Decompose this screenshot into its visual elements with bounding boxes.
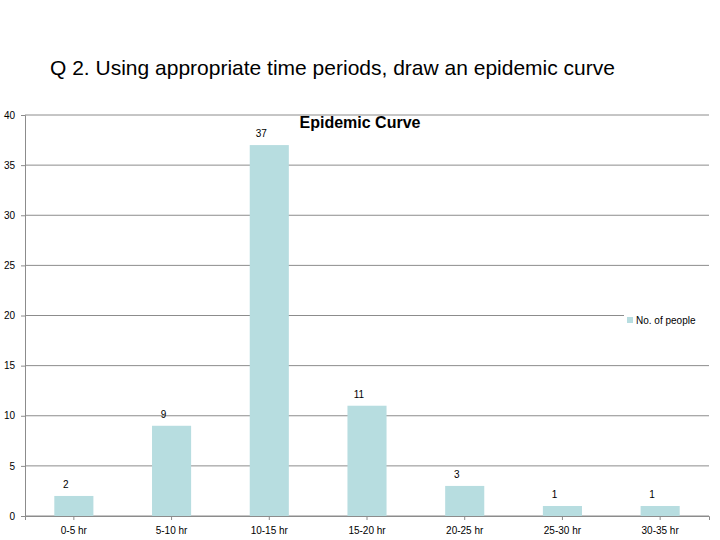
grid (25, 115, 709, 516)
y-tick-mark (21, 466, 25, 467)
y-tick: 35 (4, 160, 25, 171)
x-tick-label: 20-25 hr (446, 525, 484, 536)
y-tick: 25 (4, 260, 25, 271)
data-label: 37 (256, 128, 268, 139)
bar (543, 506, 582, 516)
legend: No. of people (624, 312, 712, 328)
y-tick-label: 30 (4, 210, 16, 221)
x-tick-mark (562, 516, 563, 520)
y-tick-label: 15 (4, 360, 16, 371)
x-axis: 0-5 hr 5-10 hr 10-15 hr 15-20 hr 20-25 hr 25-… (26, 516, 710, 536)
x-tick-label: 5-10 hr (156, 525, 188, 536)
x-tick-label: 30-35 hr (642, 525, 680, 536)
y-tick-label: 20 (4, 310, 16, 321)
x-axis-line (26, 517, 710, 521)
bar (54, 496, 93, 516)
data-label: 2 (63, 479, 69, 490)
grid-line (25, 165, 709, 166)
x-tick-label: 15-20 hr (348, 525, 386, 536)
x-tick-label: 10-15 hr (251, 525, 289, 536)
y-tick-label: 5 (9, 461, 15, 472)
bar (152, 426, 191, 516)
heading: Q 2. Using appropriate time periods, dra… (50, 56, 615, 79)
chart-title: Epidemic Curve (300, 114, 421, 131)
bar (445, 486, 484, 516)
bar (250, 145, 289, 516)
x-tick: 5-10 hr (156, 516, 188, 536)
x-tick: 25-30 hr (544, 516, 582, 536)
bar (347, 406, 386, 516)
grid-line (25, 265, 709, 266)
y-tick-mark (21, 115, 25, 116)
y-axis-line (21, 116, 26, 517)
data-label: 11 (354, 389, 365, 400)
y-tick-mark (21, 516, 25, 517)
x-tick-mark (367, 516, 368, 520)
x-tick-label: 25-30 hr (544, 525, 582, 536)
y-tick: 40 (4, 110, 25, 121)
x-tick-label: 0-5 hr (61, 525, 88, 536)
y-tick-mark (21, 416, 25, 417)
y-tick: 10 (4, 410, 25, 421)
x-tick: 20-25 hr (446, 516, 484, 536)
x-tick-mark (73, 516, 74, 520)
x-tick-mark (269, 516, 270, 520)
y-tick: 5 (9, 461, 25, 472)
grid-line (25, 215, 709, 216)
y-tick-mark (21, 366, 25, 367)
y-tick: 15 (4, 360, 25, 371)
x-tick: 15-20 hr (348, 516, 386, 536)
y-tick: 30 (4, 210, 25, 221)
y-tick: 20 (4, 310, 25, 321)
x-tick: 30-35 hr (642, 516, 680, 536)
bars (54, 145, 679, 516)
y-axis: 0 5 10 15 20 25 30 35 40 (4, 110, 26, 522)
y-tick-mark (21, 215, 25, 216)
data-label: 1 (552, 489, 558, 500)
data-label: 9 (161, 409, 167, 420)
y-tick-label: 40 (4, 110, 16, 121)
y-tick-label: 10 (4, 410, 16, 421)
x-tick-mark (464, 516, 465, 520)
x-tick-mark (660, 516, 661, 520)
data-label: 1 (649, 489, 655, 500)
y-tick-mark (21, 165, 25, 166)
grid-line (25, 315, 709, 316)
y-tick: 0 (9, 511, 25, 522)
y-tick-mark (21, 265, 25, 266)
data-label: 3 (454, 469, 460, 480)
grid-line (25, 365, 709, 366)
x-tick: 10-15 hr (251, 516, 289, 536)
y-tick-label: 25 (4, 260, 16, 271)
y-tick-label: 0 (9, 511, 15, 522)
x-tick-mark (171, 516, 172, 520)
legend-label: No. of people (636, 315, 696, 326)
bar (641, 506, 680, 516)
y-tick-mark (21, 316, 25, 317)
x-tick: 0-5 hr (61, 516, 88, 536)
legend-background (624, 312, 712, 328)
y-tick-label: 35 (4, 160, 16, 171)
legend-swatch (627, 317, 633, 323)
data-labels: 293711311 (63, 128, 655, 500)
chart: Q 2. Using appropriate time periods, dra… (0, 0, 720, 540)
